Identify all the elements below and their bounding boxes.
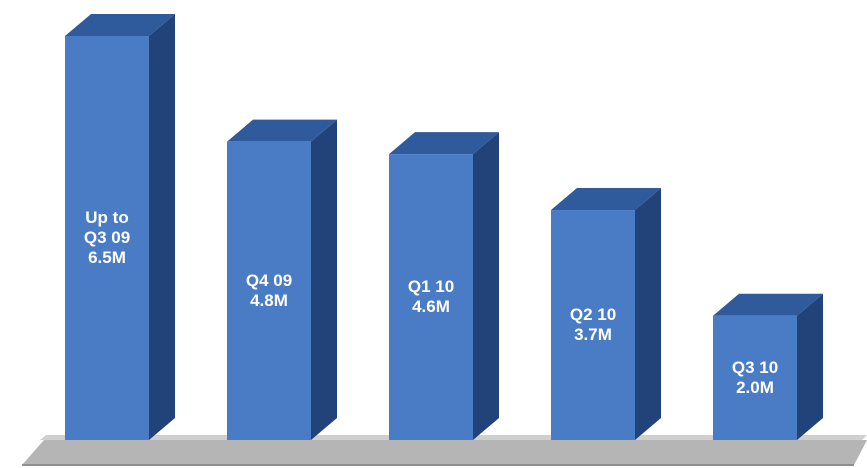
bar-side-face	[473, 132, 499, 441]
bar-group: Q4 094.8M	[227, 119, 337, 441]
bar-data-label: Q4 09	[246, 271, 292, 290]
bar-group: Q2 103.7M	[551, 188, 661, 440]
bar-top-face	[551, 188, 661, 211]
chart-floor	[22, 440, 867, 465]
bar-top-face	[389, 132, 499, 155]
bar-top-face	[65, 14, 175, 36]
bar-data-label: 6.5M	[88, 248, 126, 267]
bar	[227, 141, 311, 440]
bar-data-label: Up to	[85, 208, 128, 227]
bar	[389, 154, 473, 441]
bar-data-label: Q3 10	[732, 358, 778, 377]
bar	[65, 36, 149, 440]
bar-group: Q1 104.6M	[389, 132, 499, 441]
bar	[551, 210, 635, 440]
bar-data-label: 3.7M	[574, 325, 612, 344]
bar-data-label: 4.6M	[412, 297, 450, 316]
bar-top-face	[227, 119, 337, 142]
bar-data-label: Q1 10	[408, 277, 454, 296]
bar-data-label: Q2 10	[570, 305, 616, 324]
bar-top-face	[713, 293, 823, 316]
bar-side-face	[797, 293, 823, 440]
bar-data-label: Q3 09	[84, 228, 130, 247]
bar	[713, 315, 797, 440]
bar-data-label: 4.8M	[250, 291, 288, 310]
bar-side-face	[149, 14, 175, 440]
bar-data-label: 2.0M	[736, 378, 774, 397]
bar-side-face	[311, 119, 337, 441]
bar-side-face	[635, 188, 661, 440]
bar-group: Q3 102.0M	[713, 293, 823, 440]
